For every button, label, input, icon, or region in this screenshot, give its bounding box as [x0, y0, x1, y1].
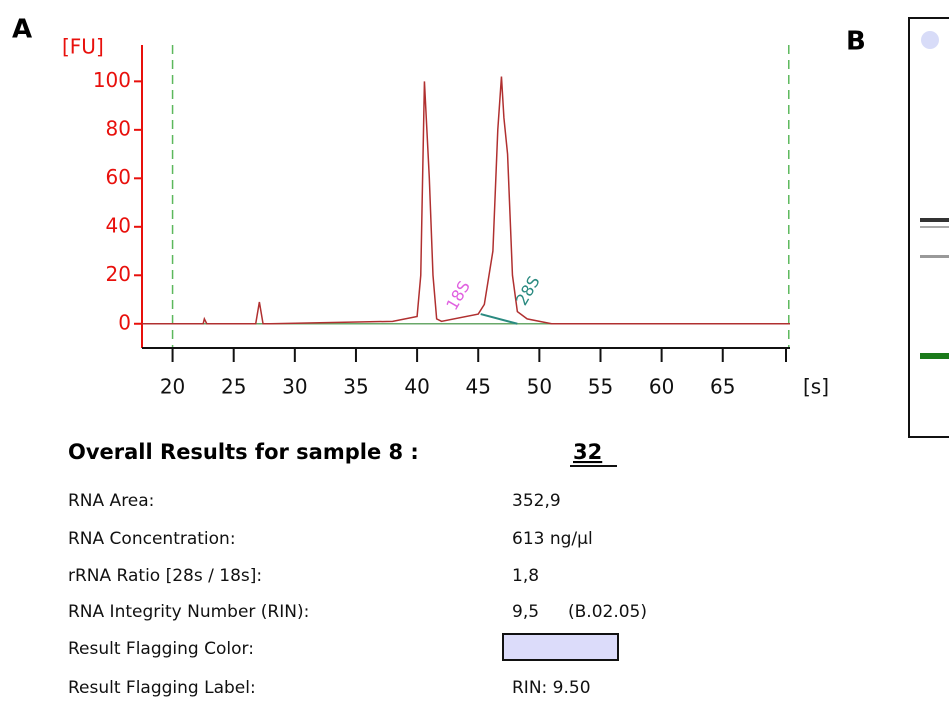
- result-value: RIN: 9.50: [512, 678, 591, 698]
- y-tick-label: 100: [93, 68, 131, 92]
- result-value: 613 ng/µl: [512, 529, 593, 549]
- results-title: Overall Results for sample 8 :: [68, 440, 419, 464]
- panel-label: A: [12, 15, 32, 45]
- gel-band: [920, 218, 949, 222]
- y-tick-label: 80: [106, 116, 131, 140]
- result-label: Result Flagging Color:: [68, 639, 254, 659]
- result-label: RNA Area:: [68, 491, 154, 511]
- x-tick-label: 60: [649, 375, 674, 399]
- y-tick-label: 40: [106, 213, 131, 237]
- gel-marker: [921, 31, 939, 49]
- result-label: RNA Integrity Number (RIN):: [68, 602, 309, 622]
- x-tick-label: 35: [343, 375, 368, 399]
- results-score: 32: [573, 440, 602, 464]
- y-tick-label: 0: [118, 310, 131, 334]
- y-tick-label: 60: [106, 165, 131, 189]
- result-value: (B.02.05): [568, 602, 647, 622]
- peak-line: [481, 314, 518, 324]
- gel-band: [920, 226, 949, 228]
- x-tick-label: 65: [710, 375, 735, 399]
- result-label: RNA Concentration:: [68, 529, 236, 549]
- flag-color-swatch: [503, 634, 618, 660]
- result-value: 352,9: [512, 491, 561, 511]
- x-tick-label: 55: [588, 375, 613, 399]
- result-label: Result Flagging Label:: [68, 678, 256, 698]
- x-axis-label: [s]: [803, 375, 829, 399]
- result-label: rRNA Ratio [28s / 18s]:: [68, 566, 262, 586]
- x-tick-label: 45: [465, 375, 490, 399]
- result-value: 1,8: [512, 566, 539, 586]
- gel-band: [920, 255, 949, 258]
- gel-band: [920, 353, 949, 359]
- x-tick-label: 30: [282, 375, 307, 399]
- result-value: 9,5: [512, 602, 539, 622]
- x-tick-label: 40: [404, 375, 429, 399]
- x-tick-label: 50: [527, 375, 552, 399]
- y-axis-label: [FU]: [62, 35, 104, 59]
- figure: A B Overall Results for sample 8 : 32 RN…: [0, 0, 949, 702]
- gel-lane: [909, 18, 949, 437]
- panel-label: B: [846, 27, 866, 57]
- peak-label: 18S: [442, 278, 474, 314]
- x-tick-label: 25: [221, 375, 246, 399]
- x-tick-label: 20: [160, 375, 185, 399]
- y-tick-label: 20: [106, 262, 131, 286]
